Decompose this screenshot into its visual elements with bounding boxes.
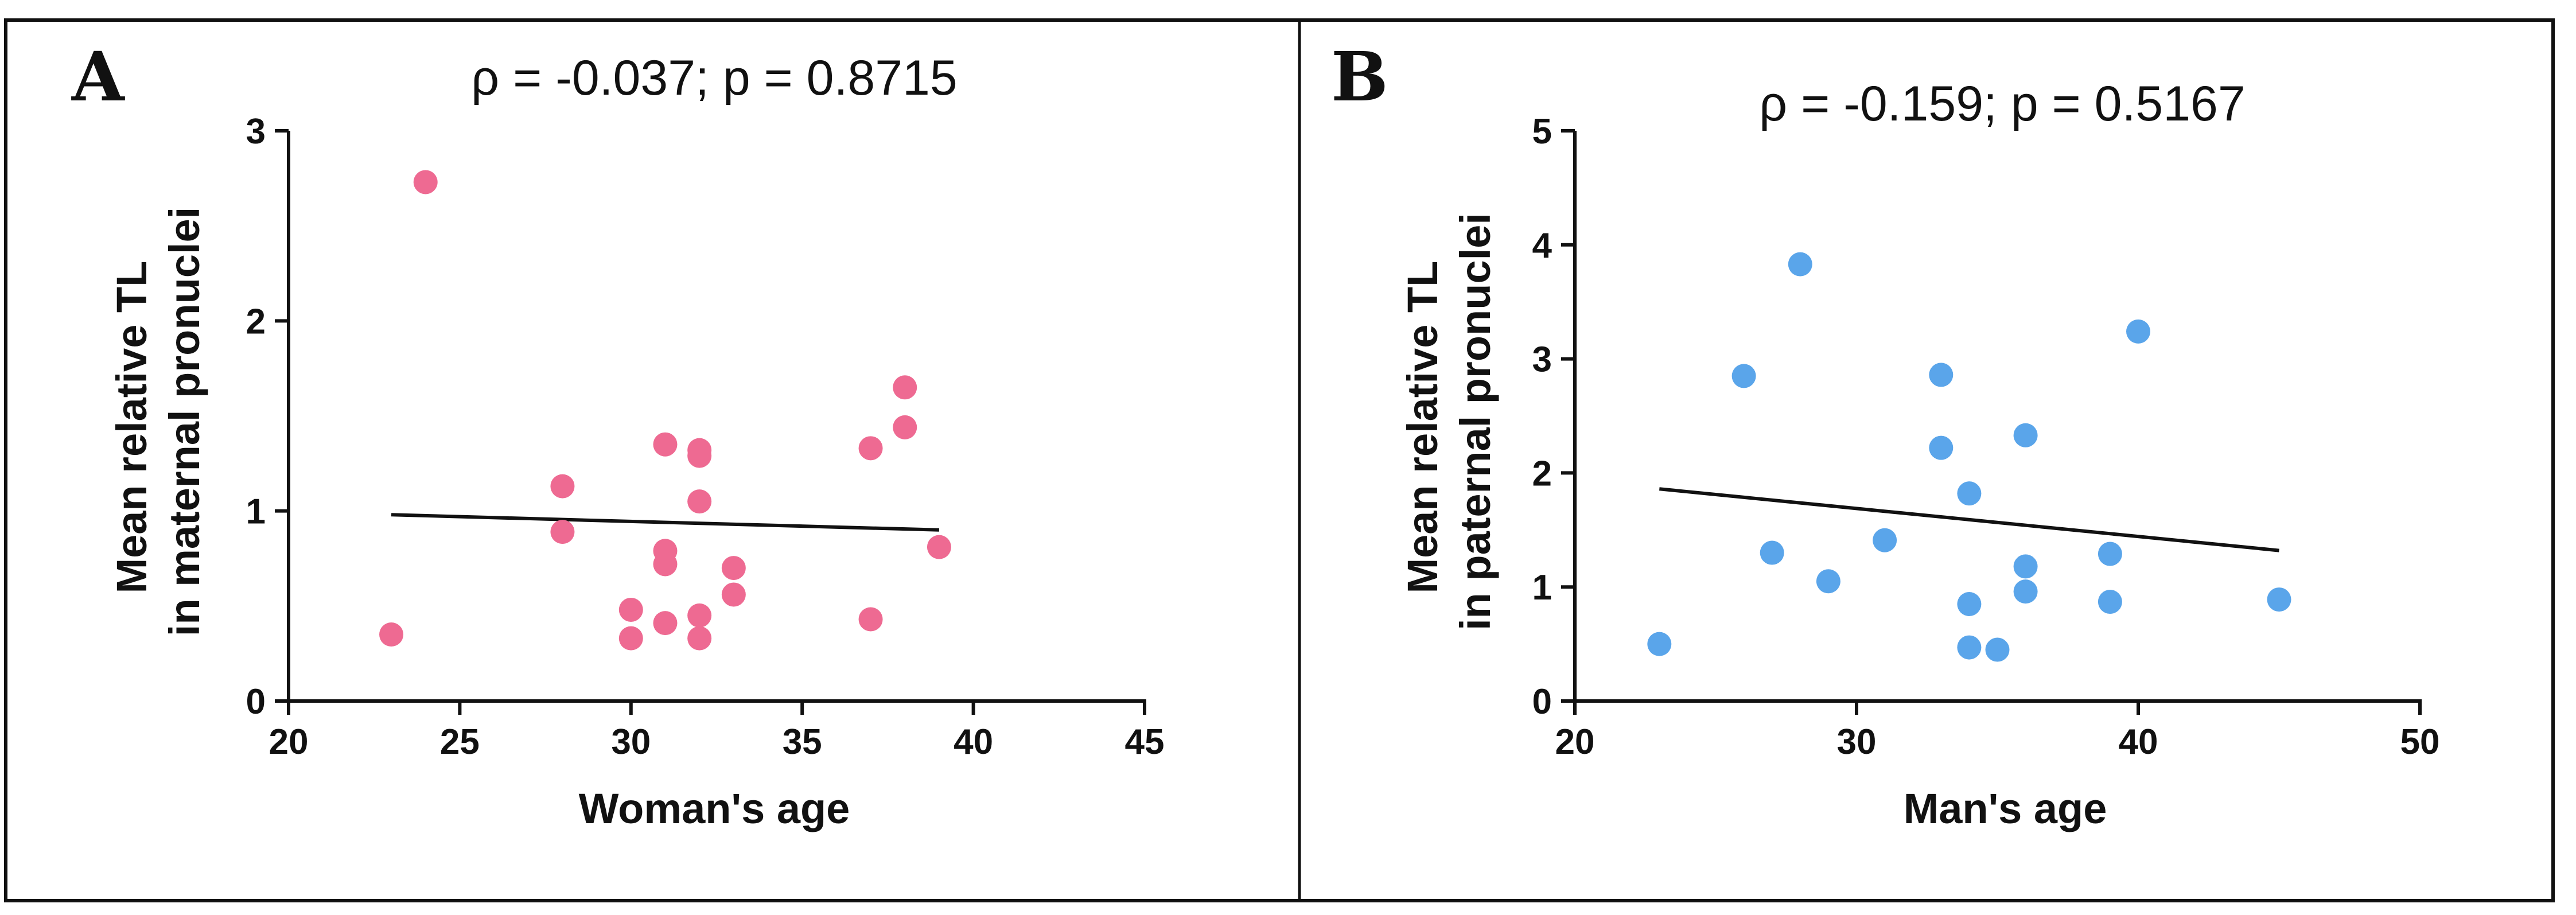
panel-a-x-tick-label: 20 [269,722,309,762]
panel-a-data-point [858,436,883,461]
panel-a-data-point [653,432,678,457]
panel-b-data-point [1788,252,1812,277]
panel-b-data-point [1760,540,1784,565]
panel-b-data-point [1731,364,1756,388]
panel-b-points [1647,252,2291,662]
panel-a-data-point [721,582,746,607]
panel-b-y-tick-label: 5 [1532,112,1552,151]
panel-b-x-tick-label: 50 [2400,722,2440,762]
panel-b-data-point [1957,592,1982,617]
panel-b-y-tick-label: 3 [1532,340,1552,380]
panel-b-data-point [2013,579,2038,604]
panel-letter-b: B [1331,37,1388,116]
panel-a-data-point [550,520,575,544]
panel-a-x-tick-label: 35 [783,722,822,762]
panel-a-y-label: Mean relative TL in maternal pronuclei [108,207,208,636]
panel-a-title: ρ = -0.037; p = 0.8715 [471,50,957,106]
panel-a-data-point [413,170,438,194]
panel-a-data-point [687,603,712,628]
panel-a-data-point [893,415,917,439]
panel-b-data-point [2098,542,2122,566]
panel-a-data-point [687,626,712,651]
panel-b-fit-layer [1659,487,2279,552]
panel-a-data-point [618,597,643,622]
panel-b-data-point [1957,481,1982,506]
panel-b-y-tick-label: 0 [1532,682,1552,722]
panel-letter-a: A [71,37,125,116]
panel-a-data-point [687,489,712,514]
panel-b-data-point [1985,637,2010,662]
panel-a-data-point [721,556,746,581]
panel-b-y-tick-label: 4 [1532,226,1552,266]
panel-a-data-point [927,535,951,559]
panel-b-axes: 20 30 40 50 0 1 2 3 4 5 [1532,112,2440,762]
panel-a-y-tick-label: 1 [246,492,266,532]
panel-a-data-point [687,443,712,468]
panel-b-x-tick-label: 30 [1837,722,1877,762]
panel-b-y-tick-label: 1 [1532,568,1552,608]
panel-b-data-point [2126,319,2150,344]
panel-a-x-tick-label: 45 [1125,722,1165,762]
panel-b-data-point [1816,569,1840,594]
panel-b-y-label-line-1: Mean relative TL [1399,262,1446,594]
panel-a-y-label-line-1: Mean relative TL [108,262,155,594]
panel-a-y-tick-label: 2 [246,302,266,341]
panel-b-data-point [1957,635,1982,660]
panel-a-data-point [858,607,883,632]
figure-frame [4,18,2555,902]
panel-b-x-label: Man's age [1904,785,2107,832]
panel-b-data-point [2267,587,2291,612]
panel-b-y-label-line-2: in paternal pronuclei [1452,213,1499,630]
panel-a-data-point [893,375,917,400]
panel-a-x-tick-label: 30 [611,722,651,762]
panel-a-y-label-line-2: in maternal pronuclei [161,207,208,636]
panel-a-data-point [550,474,575,499]
panel-a: A ρ = -0.037; p = 0.8715 Mean relative T… [71,37,1164,832]
panel-a-data-point [653,611,678,636]
panel-b: B ρ = -0.159; p = 0.5167 Mean relative T… [1331,37,2439,832]
panel-b-data-point [1929,363,1954,387]
panel-b-y-label: Mean relative TL in paternal pronuclei [1399,213,1499,630]
panel-a-fit-line [391,513,940,532]
panel-b-data-point [2013,554,2038,579]
panel-a-data-point [618,626,643,651]
panel-b-x-tick-label: 40 [2119,722,2158,762]
panel-a-y-tick-label: 0 [246,682,266,722]
panel-a-x-tick-label: 40 [954,722,993,762]
panel-a-x-tick-label: 25 [440,722,480,762]
panel-b-x-tick-label: 20 [1555,722,1595,762]
panel-b-data-point [1873,528,1897,552]
panel-b-y-tick-label: 2 [1532,454,1552,493]
panel-b-fit-line [1659,487,2279,552]
panel-b-title: ρ = -0.159; p = 0.5167 [1759,76,2245,131]
panel-b-data-point [1929,435,1954,460]
panel-a-points [379,170,951,651]
panel-b-data-point [2013,423,2038,447]
panel-a-fit-layer [391,513,940,532]
panel-a-data-point [653,552,678,577]
panel-a-data-point [379,622,404,647]
panel-a-axes: 20 25 30 35 40 45 0 1 2 3 [246,112,1165,762]
panel-b-data-point [2098,590,2122,614]
panel-a-y-tick-label: 3 [246,112,266,151]
panel-b-data-point [1647,632,1672,656]
panel-a-x-label: Woman's age [579,785,850,832]
